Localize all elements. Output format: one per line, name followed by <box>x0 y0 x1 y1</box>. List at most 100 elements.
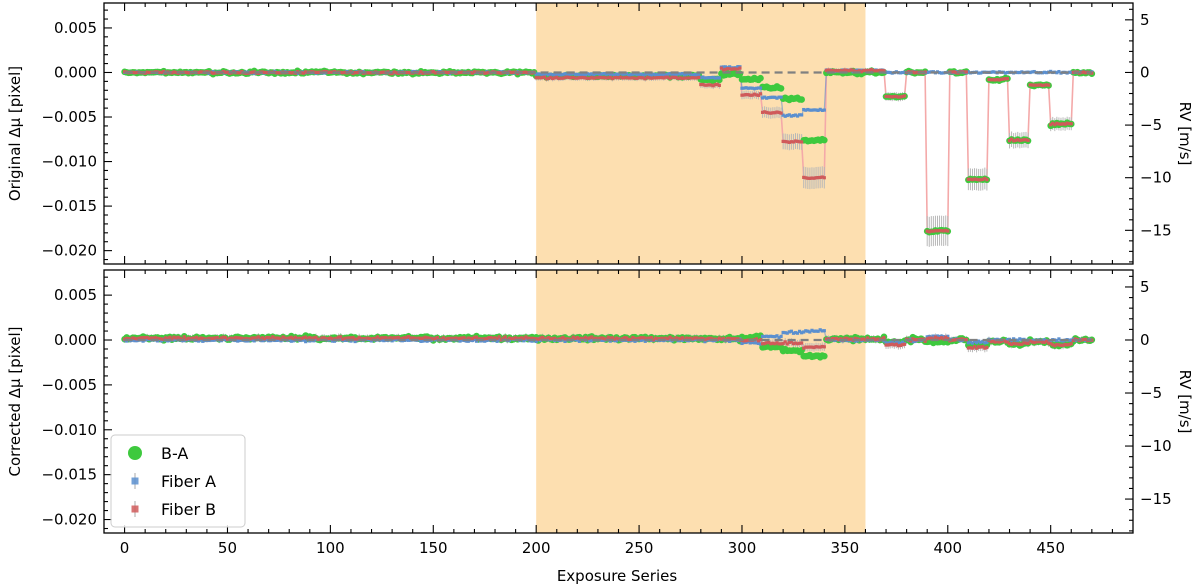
y-right-tick-label: −15 <box>1140 221 1172 239</box>
point-fiber-b <box>232 336 236 341</box>
point-fiber-b <box>238 336 242 340</box>
point-fiber-b <box>172 70 176 74</box>
point-fiber-b <box>320 336 324 340</box>
point-fiber-b <box>713 83 717 87</box>
point-fiber-b <box>289 335 293 339</box>
point-fiber-b <box>470 71 474 75</box>
point-fiber-b <box>754 93 758 97</box>
point-fiber-a <box>625 72 629 76</box>
point-fiber-b <box>717 336 721 340</box>
point-fiber-a <box>818 328 822 332</box>
point-fiber-a <box>763 95 767 99</box>
y-tick-label: −0.020 <box>41 242 97 260</box>
point-fiber-b <box>499 338 503 342</box>
point-fiber-b <box>310 336 314 341</box>
point-fiber-b <box>643 77 647 81</box>
point-fiber-b <box>660 336 664 340</box>
point-fiber-b <box>287 70 291 75</box>
point-fiber-b <box>721 336 726 341</box>
point-fiber-a <box>616 72 621 77</box>
point-fiber-a <box>551 73 555 77</box>
point-fiber-b <box>861 69 866 73</box>
point-fiber-b <box>845 336 849 341</box>
point-fiber-a <box>756 86 761 90</box>
point-fiber-b <box>808 345 812 349</box>
point-fiber-b <box>678 76 682 80</box>
point-fiber-b <box>1047 341 1051 345</box>
point-fiber-a <box>808 330 812 334</box>
point-fiber-b <box>330 337 335 341</box>
point-fiber-b <box>902 342 907 346</box>
point-fiber-b <box>900 343 905 347</box>
point-fiber-b <box>524 335 528 339</box>
point-fiber-b <box>131 70 135 74</box>
point-fiber-b <box>184 337 188 341</box>
point-fiber-b <box>977 345 981 349</box>
point-fiber-b <box>1051 343 1055 347</box>
point-fiber-a <box>621 72 625 76</box>
point-fiber-a <box>131 338 135 342</box>
point-fiber-b <box>1036 340 1040 344</box>
point-fiber-a <box>213 338 217 342</box>
point-fiber-a <box>1042 70 1047 74</box>
point-fiber-a <box>985 340 989 345</box>
point-fiber-b <box>818 175 822 180</box>
point-fiber-b <box>837 337 841 342</box>
point-fiber-b <box>927 230 931 234</box>
point-fiber-a <box>798 329 802 333</box>
point-fiber-b <box>452 336 456 341</box>
point-fiber-b <box>1040 340 1045 344</box>
point-fiber-a <box>1030 70 1034 74</box>
point-fiber-b <box>392 336 396 340</box>
point-fiber-b <box>441 336 446 340</box>
point-fiber-a <box>458 339 462 343</box>
point-fiber-b <box>355 71 359 75</box>
point-fiber-b <box>215 336 219 340</box>
point-fiber-b <box>421 71 425 75</box>
point-fiber-b <box>896 95 900 99</box>
point-fiber-a <box>522 339 526 343</box>
point-fiber-b <box>744 339 748 343</box>
point-fiber-b <box>273 336 277 340</box>
point-fiber-a <box>713 76 717 80</box>
point-fiber-b <box>197 70 201 75</box>
point-fiber-b <box>563 337 567 341</box>
point-fiber-a <box>767 96 771 100</box>
point-fiber-b <box>662 76 666 80</box>
point-fiber-b <box>777 110 781 115</box>
point-fiber-b <box>894 94 898 99</box>
point-fiber-b <box>1082 337 1086 342</box>
point-fiber-b <box>950 338 954 342</box>
point-fiber-a <box>569 72 573 76</box>
shaded-region <box>536 3 866 264</box>
point-fiber-a <box>715 76 719 80</box>
point-fiber-a <box>744 86 748 90</box>
point-fiber-b <box>433 336 437 341</box>
point-fiber-b <box>618 75 623 79</box>
point-fiber-a <box>343 338 347 342</box>
point-fiber-b <box>787 340 791 344</box>
point-fiber-b <box>598 336 602 340</box>
point-fiber-a <box>898 341 903 345</box>
point-fiber-b <box>1063 342 1067 347</box>
point-fiber-b <box>1065 121 1069 125</box>
point-fiber-b <box>509 70 514 75</box>
point-fiber-a <box>633 339 637 343</box>
point-fiber-b <box>157 70 162 75</box>
point-fiber-b <box>264 70 269 75</box>
point-fiber-a <box>145 337 149 342</box>
point-fiber-a <box>763 334 767 339</box>
point-fiber-b <box>773 342 777 346</box>
point-fiber-a <box>201 339 205 343</box>
point-fiber-b <box>1047 83 1051 87</box>
point-fiber-b <box>211 336 215 340</box>
point-fiber-b <box>516 337 520 341</box>
point-fiber-a <box>608 339 612 343</box>
point-fiber-b <box>565 75 569 79</box>
point-fiber-b <box>1049 342 1053 346</box>
point-fiber-a <box>966 70 970 74</box>
point-fiber-a <box>474 339 479 343</box>
point-fiber-a <box>758 86 763 90</box>
point-fiber-b <box>798 140 802 144</box>
point-fiber-b <box>641 76 645 80</box>
